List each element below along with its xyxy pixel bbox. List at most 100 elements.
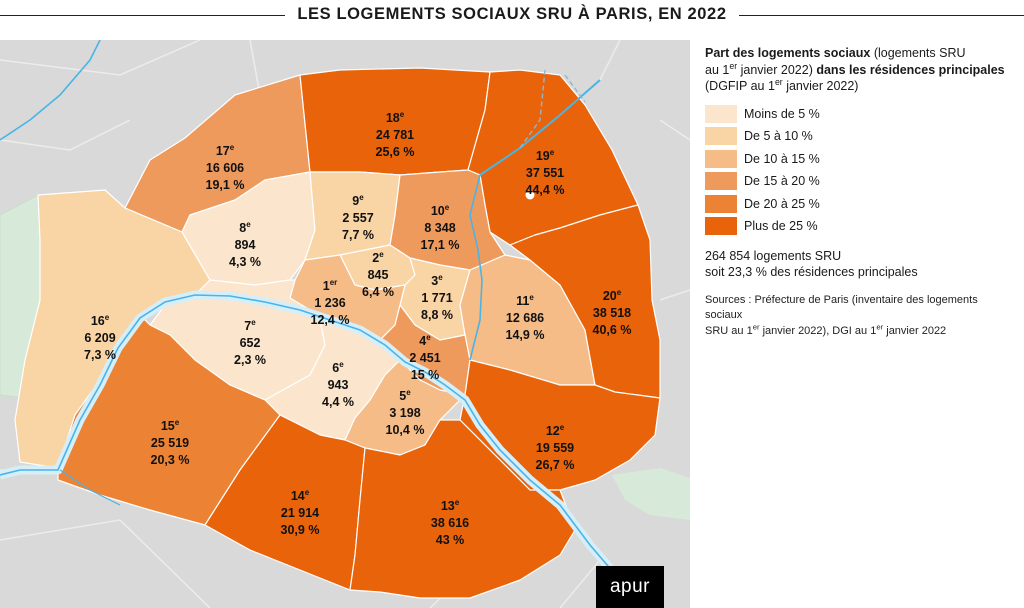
- arrondissement-count: 845: [368, 268, 389, 282]
- arrondissement-label-17: 17e 16 606 19,1 %: [206, 143, 245, 192]
- legend-swatch: [705, 149, 737, 168]
- sources-line-2sup: er: [752, 321, 760, 331]
- sources-line-1: Sources : Préfecture de Paris (inventair…: [705, 293, 978, 322]
- arrondissement-ordinal: e: [426, 333, 431, 342]
- arrondissement-count: 16 606: [206, 161, 244, 175]
- legend-heading-3b: janvier 2022): [782, 79, 859, 93]
- arrondissement-label-20: 20e 38 518 40,6 %: [593, 288, 632, 337]
- arrondissement-percent: 7,7 %: [342, 228, 374, 242]
- arrondissements-layer: [14, 67, 661, 599]
- arrondissement-label-11: 11e 12 686 14,9 %: [506, 293, 545, 342]
- canal-saint-martin: [469, 174, 483, 361]
- arrondissement-ordinal: e: [400, 110, 405, 119]
- arrondissement-label-2: 2e 845 6,4 %: [362, 250, 394, 299]
- arrondissement-number: 18: [386, 111, 400, 125]
- parc-buttes-chaumont-icon: [524, 189, 536, 201]
- legend-label: De 10 à 15 %: [744, 151, 820, 166]
- arrondissement-ordinal: e: [175, 418, 180, 427]
- arrondissement-ordinal: e: [560, 423, 565, 432]
- arrondissement-number: 7: [244, 319, 251, 333]
- arrondissement-count: 1 236: [314, 296, 345, 310]
- arrondissement-number: 9: [352, 194, 359, 208]
- arrondissement-count: 2 557: [342, 211, 373, 225]
- arrondissement-label-15: 15e 25 519 20,3 %: [151, 418, 190, 467]
- arrondissement-percent: 26,7 %: [536, 458, 575, 472]
- sources-line-2c: janvier 2022: [883, 324, 947, 337]
- legend-item: Moins de 5 %: [705, 103, 1015, 126]
- arrondissement-ordinal: e: [445, 203, 450, 212]
- canal-ourcq: [479, 79, 601, 176]
- arrondissement-count: 8 348: [424, 221, 455, 235]
- arrondissement-ordinal: e: [246, 220, 251, 229]
- legend-item: De 20 à 25 %: [705, 193, 1015, 216]
- arrondissement-label-18: 18e 24 781 25,6 %: [376, 110, 415, 159]
- legend-item: De 15 à 20 %: [705, 170, 1015, 193]
- arrondissement-number: 2: [372, 251, 379, 265]
- legend-heading: Part des logements sociaux (logements SR…: [705, 45, 1015, 95]
- arrondissement-label-16: 16e 6 209 7,3 %: [84, 313, 116, 362]
- arrondissement-count: 37 551: [526, 166, 564, 180]
- sources-line-2a: SRU au 1: [705, 324, 753, 337]
- legend-swatch: [705, 172, 737, 191]
- arrondissement-label-19: 19e 37 551 44,4 %: [526, 148, 565, 197]
- arrondissement-label-7: 7e 652 2,3 %: [234, 318, 266, 367]
- arrondissement-percent: 30,9 %: [281, 523, 320, 537]
- legend-label: Moins de 5 %: [744, 106, 820, 121]
- arrondissement-label-9: 9e 2 557 7,7 %: [342, 193, 374, 242]
- arrondissement-label-14: 14e 21 914 30,9 %: [281, 488, 320, 537]
- arrondissement-ordinal: e: [251, 318, 256, 327]
- arrondissement-number: 10: [431, 204, 445, 218]
- arrondissement-number: 14: [291, 489, 305, 503]
- legend-swatch: [705, 127, 737, 146]
- arrondissement-ordinal: e: [305, 488, 310, 497]
- arrondissement-percent: 6,4 %: [362, 285, 394, 299]
- total-summary: 264 854 logements SRU soit 23,3 % des ré…: [705, 248, 1015, 281]
- legend-heading-3sup: er: [774, 76, 783, 87]
- arrondissement-label-6: 6e 943 4,4 %: [322, 360, 354, 409]
- arrondissement-percent: 7,3 %: [84, 348, 116, 362]
- arrondissement-count: 12 686: [506, 311, 544, 325]
- arrondissement-count: 2 451: [409, 351, 440, 365]
- arrondissement-number: 15: [161, 419, 175, 433]
- title-bar: LES LOGEMENTS SOCIAUX SRU À PARIS, EN 20…: [0, 0, 1024, 34]
- arrondissement-ordinal: e: [617, 288, 622, 297]
- legend-item: De 10 à 15 %: [705, 148, 1015, 171]
- sources-line-2b: janvier 2022), DGI au 1: [759, 324, 877, 337]
- arrondissement-20: [509, 204, 661, 399]
- arrondissement-ordinal: e: [455, 498, 460, 507]
- seine-outer-north: [0, 40, 101, 141]
- sources-line-2sup2: er: [876, 321, 884, 331]
- arrondissement-count: 24 781: [376, 128, 414, 142]
- arrondissement-number: 19: [536, 149, 550, 163]
- arrondissement-ordinal: e: [230, 143, 235, 152]
- canal-saint-denis: [519, 69, 546, 149]
- paris-map: 1er 1 236 12,4 %2e 845 6,4 %3e 1 771 8,8 %4e 2 …: [0, 40, 690, 608]
- arrondissement-percent: 17,1 %: [421, 238, 460, 252]
- arrondissement-number: 5: [399, 389, 406, 403]
- legend-label: De 20 à 25 %: [744, 196, 820, 211]
- arrondissement-label-5: 5e 3 198 10,4 %: [386, 388, 425, 437]
- legend-item: De 5 à 10 %: [705, 125, 1015, 148]
- arrondissement-number: 6: [332, 361, 339, 375]
- legend-heading-bold-2: dans les résidences principales: [816, 62, 1005, 77]
- arrondissement-count: 38 518: [593, 306, 631, 320]
- legend-heading-2a: au 1: [705, 62, 730, 77]
- arrondissement-count: 25 519: [151, 436, 189, 450]
- arrondissement-number: 3: [431, 274, 438, 288]
- arrondissement-count: 652: [240, 336, 261, 350]
- arrondissement-count: 38 616: [431, 516, 469, 530]
- seine-banks: [0, 294, 641, 608]
- legend-swatch: [705, 104, 737, 123]
- bois-de-vincennes: [612, 468, 690, 520]
- arrondissement-label-8: 8e 894 4,3 %: [229, 220, 261, 269]
- legend: Part des logements sociaux (logements SR…: [705, 45, 1015, 339]
- arrondissement-number: 4: [419, 334, 426, 348]
- arrondissement-ordinal: e: [339, 360, 344, 369]
- arrondissement-number: 16: [91, 314, 105, 328]
- arrondissement-percent: 25,6 %: [376, 145, 415, 159]
- arrondissement-count: 3 198: [389, 406, 420, 420]
- sources: Sources : Préfecture de Paris (inventair…: [705, 293, 1015, 340]
- legend-heading-1: (logements SRU: [870, 46, 966, 60]
- arrondissement-label-4: 4e 2 451 15 %: [409, 333, 440, 382]
- map-title: LES LOGEMENTS SOCIAUX SRU À PARIS, EN 20…: [0, 5, 1024, 24]
